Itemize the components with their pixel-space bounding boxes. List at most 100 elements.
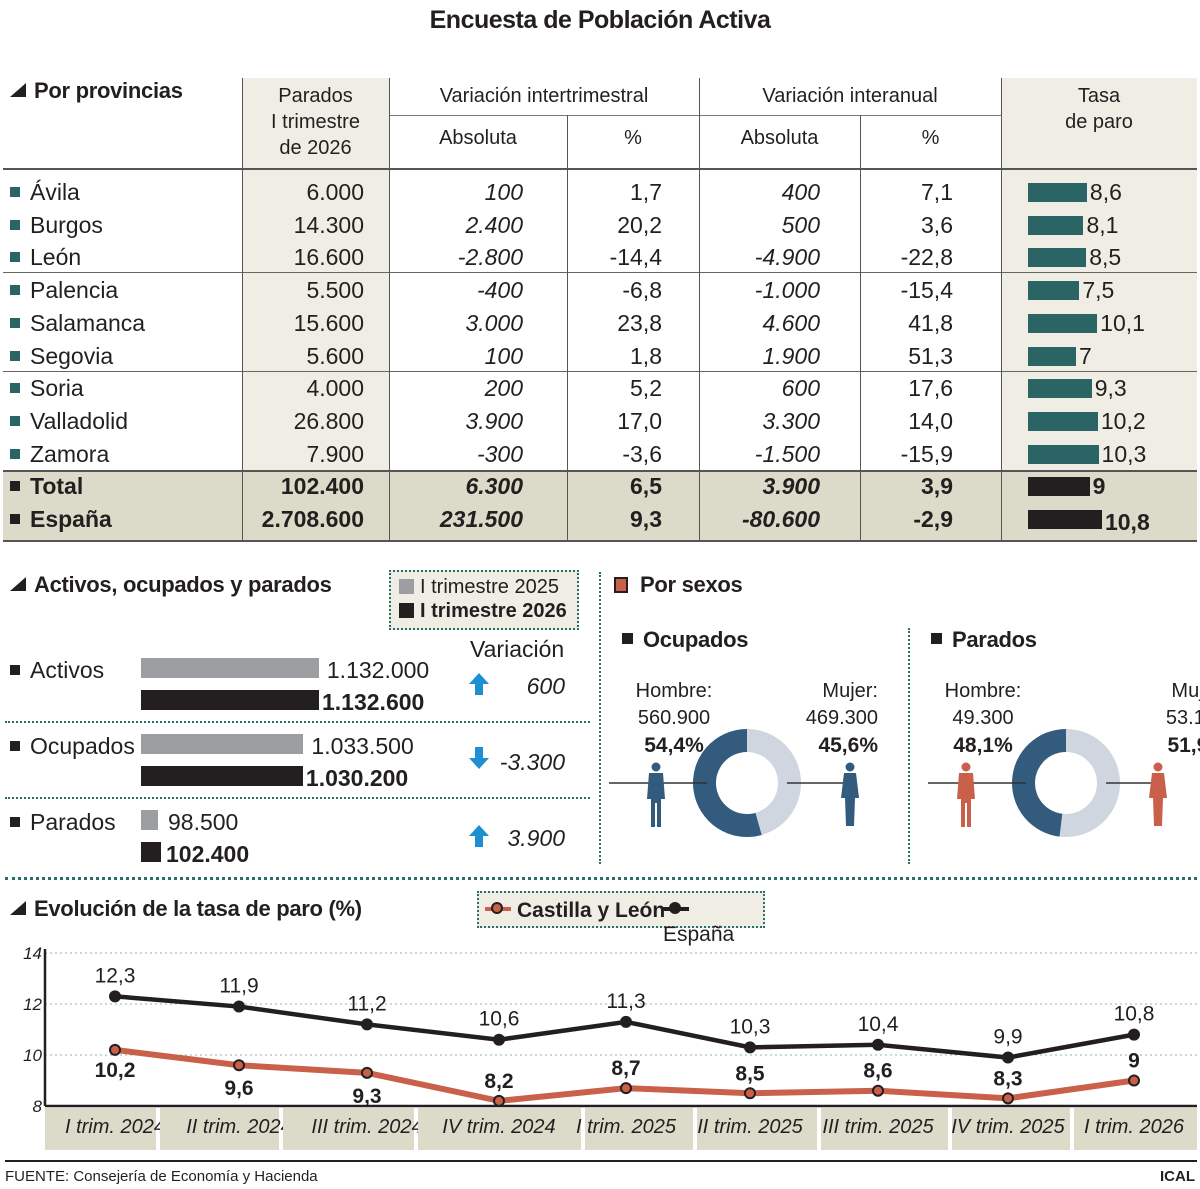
parados-value: 102.400: [280, 473, 364, 500]
inter-abs-value: 3.900: [465, 407, 523, 434]
data-point: [361, 1018, 373, 1031]
tasa-bar: [1028, 411, 1098, 431]
mujer-label: Mujer:: [1171, 680, 1200, 702]
donut-slice-hombre: [1012, 729, 1066, 837]
tasa-bar: [1028, 444, 1099, 464]
province-label: León: [10, 241, 81, 273]
bullet-icon: [622, 633, 633, 644]
inter-abs-value: 3.000: [465, 309, 523, 336]
legend-swatch: [399, 579, 414, 594]
x-category-band: [160, 1108, 279, 1150]
parados-value: 2.708.600: [261, 506, 364, 532]
value-2025: 98.500: [168, 809, 239, 835]
tasa-column-bg: [1001, 78, 1197, 541]
inter-pct-value: 23,8: [617, 309, 662, 336]
province-name: España: [30, 506, 112, 532]
data-label: 10,6: [479, 1008, 520, 1031]
sexos-section-title: Por sexos: [614, 572, 743, 598]
anual-pct-value: 51,3: [908, 342, 953, 369]
x-tick-label: IV trim. 2025: [951, 1116, 1065, 1138]
mujer-value: 469.300: [805, 707, 878, 729]
header-inter-absoluta: Absoluta: [439, 127, 517, 149]
bar-2025: [141, 734, 304, 754]
activos-title-text: Activos, ocupados y parados: [34, 572, 332, 597]
header-tasa: Tasa de paro: [1001, 83, 1197, 135]
group-title-text: Ocupados: [643, 627, 749, 652]
x-category-band: [697, 1108, 817, 1150]
x-category-band: [821, 1108, 948, 1150]
inter-pct-value: 20,2: [617, 211, 662, 238]
parados-value: 4.000: [306, 375, 364, 402]
bullet-icon: [10, 219, 20, 230]
variacion-value: 600: [526, 673, 565, 699]
totals-bg: [3, 471, 1197, 541]
tasa-value: 8,1: [1086, 211, 1119, 238]
province-label: Salamanca: [10, 307, 145, 339]
anual-pct-value: 41,8: [908, 309, 953, 336]
triangle-icon: [10, 901, 26, 915]
province-name: Palencia: [30, 277, 119, 304]
province-label: Zamora: [10, 438, 109, 470]
man-figure-icon: [647, 762, 665, 827]
inter-abs-value: 231.500: [439, 506, 523, 532]
tasa-bar: [1028, 313, 1098, 333]
x-category-band: [45, 1108, 156, 1150]
inter-abs-value: -400: [476, 277, 523, 304]
tasa-value: 8,5: [1089, 244, 1122, 271]
hombre-pct: 54,4%: [644, 734, 704, 757]
variacion-value: 3.900: [507, 825, 565, 851]
hombre-info: Hombre: 49.300 48,1%: [939, 678, 1027, 759]
data-point: [744, 1087, 756, 1100]
bar-2026: [141, 766, 303, 786]
header-parados-line1: Parados: [278, 85, 353, 107]
donut-slice-hombre: [692, 729, 762, 837]
data-label: 9,9: [993, 1026, 1022, 1049]
data-label: 8,2: [484, 1070, 513, 1093]
inter-pct-value: -6,8: [622, 277, 662, 304]
page-title: Encuesta de Población Activa: [429, 6, 771, 34]
inter-abs-value: -300: [476, 440, 523, 467]
bullet-icon: [10, 383, 20, 394]
woman-figure-icon: [1149, 762, 1167, 826]
hombre-value: 49.300: [952, 707, 1014, 729]
anual-abs-value: -1.000: [754, 277, 820, 304]
provincias-title-text: Por provincias: [34, 78, 183, 103]
x-tick-label: III trim. 2025: [822, 1116, 934, 1138]
anual-pct-value: -22,8: [900, 244, 953, 271]
data-point: [233, 1000, 245, 1013]
data-point: [493, 1033, 505, 1046]
activos-label: Ocupados: [10, 730, 135, 762]
line-chart: 8 10 12 14 I trim. 2024 II trim. 2024 III trim…: [23, 944, 1197, 1150]
header-var-interanual: Variación interanual: [762, 85, 938, 107]
x-category-band: [585, 1108, 693, 1150]
legend-item-2025: I trimestre 2025: [399, 576, 559, 599]
group-title-text: Parados: [952, 627, 1037, 652]
chart-title-text: Evolución de la tasa de paro (%): [34, 896, 362, 921]
parados-value: 5.500: [306, 277, 364, 304]
province-label: Ávila: [10, 176, 80, 208]
value-2025: 1.033.500: [311, 733, 414, 759]
province-label: España: [10, 503, 112, 535]
x-tick-label: IV trim. 2024: [442, 1116, 555, 1138]
tasa-bar: [1028, 510, 1102, 529]
y-tick-label: 10: [23, 1046, 42, 1065]
anual-pct-value: -15,4: [900, 277, 953, 304]
x-tick-label: I trim. 2024: [65, 1116, 165, 1138]
bullet-icon: [10, 317, 20, 328]
legend-line-espana: [663, 902, 689, 914]
tasa-bar: [1028, 183, 1087, 202]
inter-abs-value: 200: [484, 375, 523, 402]
legend-label: I trimestre 2026: [420, 600, 567, 622]
bullet-icon: [10, 285, 20, 296]
header-var-intertrimestral: Variación intertrimestral: [439, 85, 649, 107]
man-figure-icon: [957, 762, 975, 827]
data-point: [872, 1084, 884, 1097]
inter-pct-value: 9,3: [630, 506, 662, 532]
variacion-label: Variación: [470, 636, 565, 662]
variacion-value: -3.300: [499, 749, 565, 775]
anual-abs-value: 400: [781, 179, 820, 205]
parados-value: 15.600: [293, 309, 364, 336]
header-parados: Parados I trimestre de 2026: [242, 83, 389, 161]
bar-2025: [141, 658, 319, 678]
province-name: Ávila: [30, 179, 80, 205]
